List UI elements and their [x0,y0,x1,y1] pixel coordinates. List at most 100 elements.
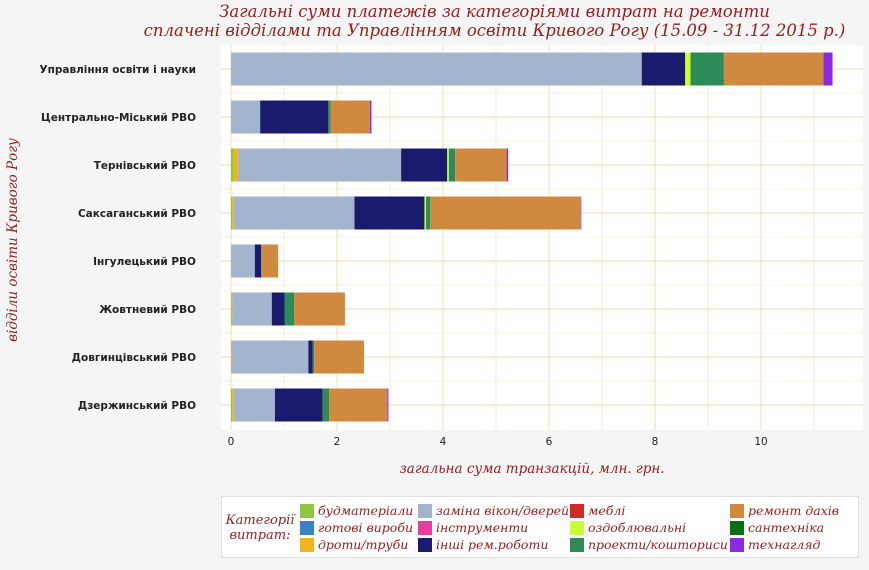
bar-segment [424,196,427,230]
x-tick-labels: 0 2 4 6 8 10 [228,436,768,448]
legend-label: ремонт дахів [748,503,840,518]
bar-segment [231,340,309,374]
legend-item: заміна вікон/дверей [418,502,569,519]
x-tick-label: 0 [228,436,235,448]
bar-segment [231,292,232,326]
y-tick-label: Саксаганський РВО [78,208,196,220]
bar-segment [401,148,448,182]
y-tick-label: Жовтневий РВО [99,304,196,316]
legend-item: інструменти [418,519,528,536]
legend-item: інші рем.роботи [418,536,548,553]
y-tick-labels: Управління освіти і науки Центрально-Місь… [40,64,197,412]
y-tick-label: Управління освіти і науки [40,64,197,76]
bar-segment [231,388,233,422]
bar-segment [641,52,686,86]
legend-item: оздоблювальні [570,519,686,536]
chart-title: Загальні суми платежів за категоріями ви… [120,2,869,40]
bar-segment [233,196,355,230]
legend-label: інструменти [436,520,529,535]
bar-segment [237,148,402,182]
legend-swatch [730,537,744,552]
y-tick-label: Довгинцівський РВО [72,352,196,364]
bar-segment [330,100,370,134]
legend-swatch [300,520,314,535]
legend-label: технагляд [748,537,821,552]
y-tick-label: Дзержинський РВО [78,400,196,412]
bar-segment [322,388,330,422]
legend-item: технагляд [730,536,820,553]
legend-title: Категорії витрат: [224,513,296,543]
bar-segment [723,52,824,86]
bar-segment [426,196,431,230]
bar-segment [231,100,261,134]
x-tick-label: 6 [546,436,553,448]
legend-title-line-2: витрат: [229,528,291,543]
bar-segment [271,292,285,326]
bar-segment [232,292,272,326]
bar-segment [232,388,234,422]
legend-item: будматеріали [300,502,413,519]
bar-segment [231,340,232,374]
bar-segment [231,244,255,278]
legend-label: заміна вікон/дверей [436,503,570,518]
bar-segment [308,340,313,374]
grid-lines [221,45,863,430]
bar-segment [354,196,425,230]
bar-segment [294,292,345,326]
bars [231,52,833,422]
bar-segment [327,100,331,134]
x-tick-label: 4 [440,436,447,448]
y-tick-label: Тернівський РВО [94,160,196,172]
legend: Категорії витрат: будматеріали готові вир… [221,496,859,558]
legend-item: дроти/труби [300,536,408,553]
legend-swatch [570,537,584,552]
bar-segment [580,196,582,230]
legend-label: меблі [588,503,626,518]
bar-segment [455,148,507,182]
bar-segment [231,292,233,326]
legend-swatch [570,520,584,535]
legend-label: оздоблювальні [588,520,687,535]
bar-segment [387,388,389,422]
bar-segment [284,292,295,326]
y-tick-label: Інгулецький РВО [93,256,196,268]
bar-segment [231,196,233,230]
stacked-bar-chart: Управління освіти і науки Центрально-Місь… [5,45,863,477]
x-tick-label: 2 [334,436,341,448]
bar-segment [261,244,262,278]
chart-title-line-2: сплачені відділами та Управлінням освіти… [143,21,846,40]
x-tick-label: 10 [754,436,767,448]
bar-segment [823,52,833,86]
legend-swatch [300,537,314,552]
bar-segment [233,388,275,422]
bar-segment [232,196,234,230]
y-tick-label: Центрально-Міський РВО [41,112,196,124]
legend-item: меблі [570,502,625,519]
bar-segment [430,196,581,230]
legend-swatch [730,520,744,535]
legend-label: сантехніка [748,520,825,535]
bar-segment [312,340,315,374]
bar-segment [231,52,642,86]
legend-swatch [418,537,432,552]
legend-label: дроти/труби [318,537,409,552]
legend-swatch [300,503,314,518]
bar-segment [260,100,328,134]
legend-title-line-1: Категорії [225,513,295,528]
legend-swatch [418,503,432,518]
bar-segment [448,148,456,182]
legend-item: сантехніка [730,519,824,536]
bar-segment [447,148,449,182]
bar-segment [261,244,279,278]
legend-item: готові вироби [300,519,413,536]
legend-label: проекти/кошториси [588,537,728,552]
legend-item: ремонт дахів [730,502,839,519]
y-axis-title: відділи освіти Кривого Рогу [5,138,21,342]
legend-label: будматеріали [318,503,414,518]
legend-swatch [418,520,432,535]
bar-segment [506,148,509,182]
bar-segment [233,148,238,182]
bar-segment [329,388,388,422]
bar-segment [274,388,323,422]
bar-segment [685,52,691,86]
